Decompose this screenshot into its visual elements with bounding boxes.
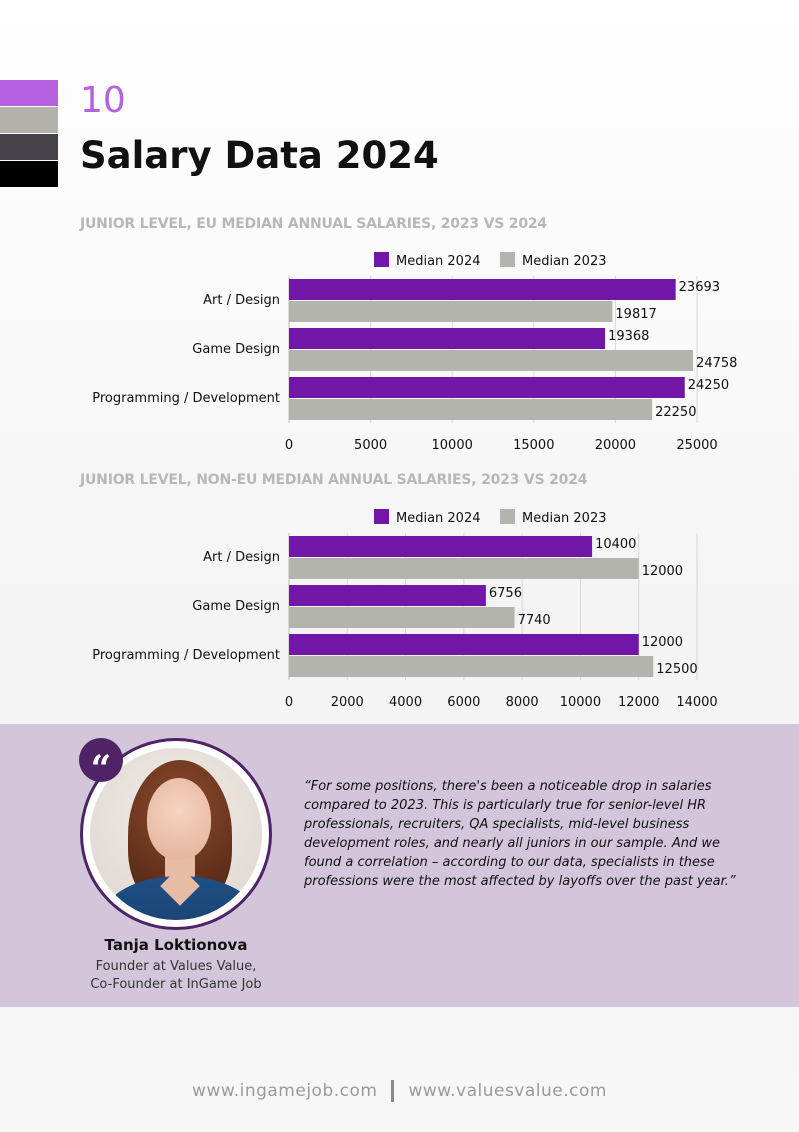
x-tick-label: 8000 (506, 695, 539, 710)
quote-icon: “ (79, 738, 123, 790)
category-label: Art / Design (203, 293, 280, 308)
bar (289, 536, 593, 557)
x-tick-label: 2000 (331, 695, 364, 710)
data-label: 12000 (642, 635, 683, 650)
x-tick-label: 25000 (676, 438, 717, 453)
chart-2-title: JUNIOR LEVEL, NON-EU MEDIAN ANNUAL SALAR… (80, 472, 588, 488)
data-label: 7740 (518, 613, 551, 628)
legend-label: Median 2024 (396, 511, 481, 526)
legend-swatch (500, 252, 515, 267)
color-swatch-dark-grey (0, 134, 58, 160)
category-label: Game Design (192, 342, 280, 357)
legend-swatch (374, 509, 389, 524)
data-label: 10400 (595, 537, 636, 552)
avatar (80, 738, 272, 930)
bar (289, 585, 486, 606)
color-swatch-purple (0, 80, 58, 106)
author-name: Tanja Loktionova (104, 936, 248, 954)
category-label: Programming / Development (92, 391, 280, 406)
data-label: 19817 (615, 307, 656, 322)
author-role-2: Co-Founder at InGame Job (90, 977, 262, 992)
quote-text: “For some positions, there's been a noti… (304, 779, 736, 889)
chart-eu-salaries: Median 2024 Median 2023 Art / Design 23693 1… (92, 252, 737, 453)
bar (289, 607, 515, 628)
data-label: 19368 (608, 329, 649, 344)
chart-non-eu-salaries: Median 2024 Median 2023 Art / Design 10400 1… (92, 509, 718, 710)
page-title: Salary Data 2024 (80, 134, 439, 177)
portrait-photo (90, 748, 262, 920)
x-tick-label: 15000 (513, 438, 554, 453)
footer: www.ingamejob.com www.valuesvalue.com (0, 1080, 799, 1102)
bar (289, 399, 653, 420)
category-label: Art / Design (203, 550, 280, 565)
data-label: 24758 (696, 356, 737, 371)
bar (289, 301, 613, 322)
bar (289, 328, 606, 349)
legend-label: Median 2023 (522, 254, 607, 269)
x-tick-label: 20000 (595, 438, 636, 453)
bar (289, 377, 685, 398)
data-label: 22250 (655, 405, 696, 420)
bar (289, 350, 694, 371)
bar (289, 656, 654, 677)
footer-link-ingamejob[interactable]: www.ingamejob.com (192, 1081, 378, 1101)
x-tick-label: 12000 (618, 695, 659, 710)
x-tick-label: 0 (285, 438, 293, 453)
x-tick-label: 0 (285, 695, 293, 710)
legend-label: Median 2023 (522, 511, 607, 526)
category-label: Game Design (192, 599, 280, 614)
category-label: Programming / Development (92, 648, 280, 663)
data-label: 12500 (656, 662, 697, 677)
page-number: 10 (80, 80, 126, 121)
x-tick-label: 5000 (354, 438, 387, 453)
data-label: 6756 (489, 586, 522, 601)
author-role-1: Founder at Values Value, (95, 959, 257, 974)
legend: Median 2024 Median 2023 (374, 252, 607, 269)
x-tick-label: 10000 (432, 438, 473, 453)
color-swatch-black (0, 161, 58, 187)
x-tick-label: 10000 (560, 695, 601, 710)
data-label: 23693 (679, 280, 720, 295)
bar (289, 279, 676, 300)
footer-link-valuesvalue[interactable]: www.valuesvalue.com (408, 1081, 607, 1101)
legend-label: Median 2024 (396, 254, 481, 269)
footer-divider (391, 1080, 395, 1102)
chart-1-title: JUNIOR LEVEL, EU MEDIAN ANNUAL SALARIES,… (80, 216, 547, 232)
x-tick-label: 4000 (389, 695, 422, 710)
x-tick-label: 6000 (447, 695, 480, 710)
data-label: 24250 (688, 378, 729, 393)
legend-swatch (500, 509, 515, 524)
legend: Median 2024 Median 2023 (374, 509, 607, 526)
bar (289, 558, 639, 579)
x-tick-label: 14000 (676, 695, 717, 710)
legend-swatch (374, 252, 389, 267)
color-swatch-grey (0, 107, 58, 133)
bar (289, 634, 639, 655)
data-label: 12000 (642, 564, 683, 579)
